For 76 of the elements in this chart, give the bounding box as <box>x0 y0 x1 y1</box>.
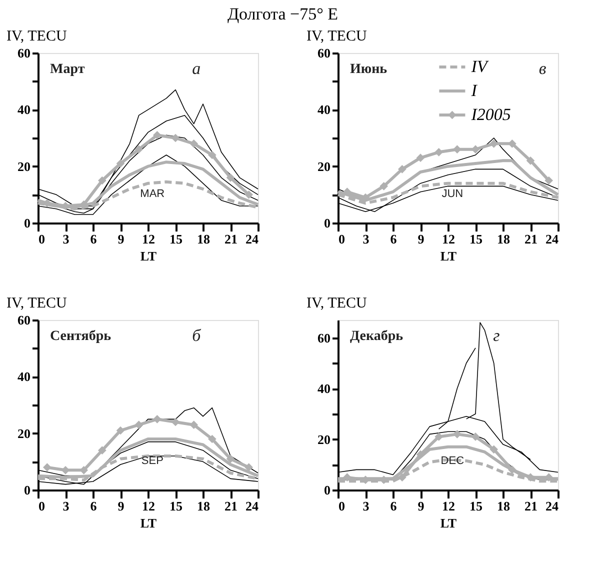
x-tick-label: 21 <box>524 232 538 246</box>
annotation: Декабрь <box>350 329 404 344</box>
annotation: в <box>538 59 547 78</box>
annotation: JUN <box>442 188 464 200</box>
y-tick-label: 40 <box>18 102 30 118</box>
annotation: б <box>192 326 202 345</box>
x-tick-label: 12 <box>142 498 155 514</box>
legend-label: I2005 <box>470 105 511 124</box>
x-tick-label: 24 <box>246 498 259 514</box>
x-tick-label: 15 <box>170 232 183 246</box>
x-tick-label: 24 <box>546 498 559 514</box>
y-tick-label: 0 <box>324 482 330 498</box>
x-tick-label: 18 <box>497 498 510 514</box>
y-tick-label: 0 <box>24 216 30 230</box>
y-axis-title: IV, TECU <box>306 28 367 44</box>
annotation: Сентябрь <box>50 329 112 344</box>
x-tick-label: 3 <box>362 232 370 246</box>
x-tick-label: 21 <box>224 498 238 514</box>
x-tick-label: 12 <box>442 232 455 246</box>
x-tick-label: 0 <box>338 498 345 514</box>
x-tick-label: 9 <box>418 232 425 246</box>
x-tick-label: 15 <box>170 498 183 514</box>
y-tick-label: 40 <box>18 369 30 384</box>
annotation: а <box>192 59 201 78</box>
y-tick-label: 40 <box>318 102 330 118</box>
legend-label: I <box>470 81 478 100</box>
y-axis-title: IV, TECU <box>6 296 67 312</box>
y-tick-label: 60 <box>318 330 330 346</box>
x-tick-label: 12 <box>442 498 455 514</box>
y-tick-label: 0 <box>24 482 30 498</box>
x-tick-label: 0 <box>338 232 345 246</box>
x-tick-label: 15 <box>470 232 483 246</box>
x-tick-label: 3 <box>62 498 70 514</box>
chart-title: Долгота −75° E <box>227 4 338 24</box>
y-tick-label: 60 <box>318 46 330 60</box>
y-axis-title: IV, TECU <box>306 296 367 312</box>
y-tick-label: 20 <box>18 158 30 174</box>
annotation: DEC <box>440 455 464 468</box>
x-tick-label: 6 <box>390 498 398 514</box>
y-tick-label: 20 <box>318 158 330 174</box>
x-tick-label: 18 <box>197 232 210 246</box>
x-axis-title: LT <box>440 516 457 530</box>
y-tick-label: 20 <box>18 426 30 441</box>
y-tick-label: 40 <box>318 381 330 396</box>
x-axis-title: LT <box>140 248 157 264</box>
x-tick-label: 3 <box>62 232 70 246</box>
x-tick-label: 24 <box>246 232 259 246</box>
x-tick-label: 6 <box>390 232 398 246</box>
x-tick-label: 24 <box>546 232 559 246</box>
annotation: Март <box>50 62 85 77</box>
annotation: SEP <box>141 455 164 468</box>
x-tick-label: 3 <box>362 498 370 514</box>
x-tick-label: 0 <box>38 232 45 246</box>
legend-label: IV <box>470 57 490 76</box>
x-tick-label: 9 <box>418 498 425 514</box>
x-tick-label: 9 <box>118 232 125 246</box>
x-tick-label: 15 <box>470 498 483 514</box>
x-tick-label: 18 <box>197 498 210 514</box>
x-tick-label: 6 <box>90 498 98 514</box>
y-tick-label: 60 <box>18 46 30 60</box>
annotation: MAR <box>140 188 165 200</box>
y-tick-label: 0 <box>324 216 330 230</box>
y-tick-label: 60 <box>18 312 30 328</box>
x-axis-title: LT <box>140 516 157 530</box>
x-tick-label: 0 <box>38 498 45 514</box>
x-axis-title: LT <box>440 248 457 264</box>
x-tick-label: 12 <box>142 232 155 246</box>
x-tick-label: 6 <box>90 232 98 246</box>
annotation: Июнь <box>350 62 388 77</box>
x-tick-label: 9 <box>118 498 125 514</box>
annotation: г <box>493 326 500 345</box>
x-tick-label: 18 <box>497 232 510 246</box>
x-tick-label: 21 <box>524 498 538 514</box>
y-tick-label: 20 <box>318 432 330 447</box>
y-axis-title: IV, TECU <box>6 28 67 44</box>
x-tick-label: 21 <box>224 232 238 246</box>
